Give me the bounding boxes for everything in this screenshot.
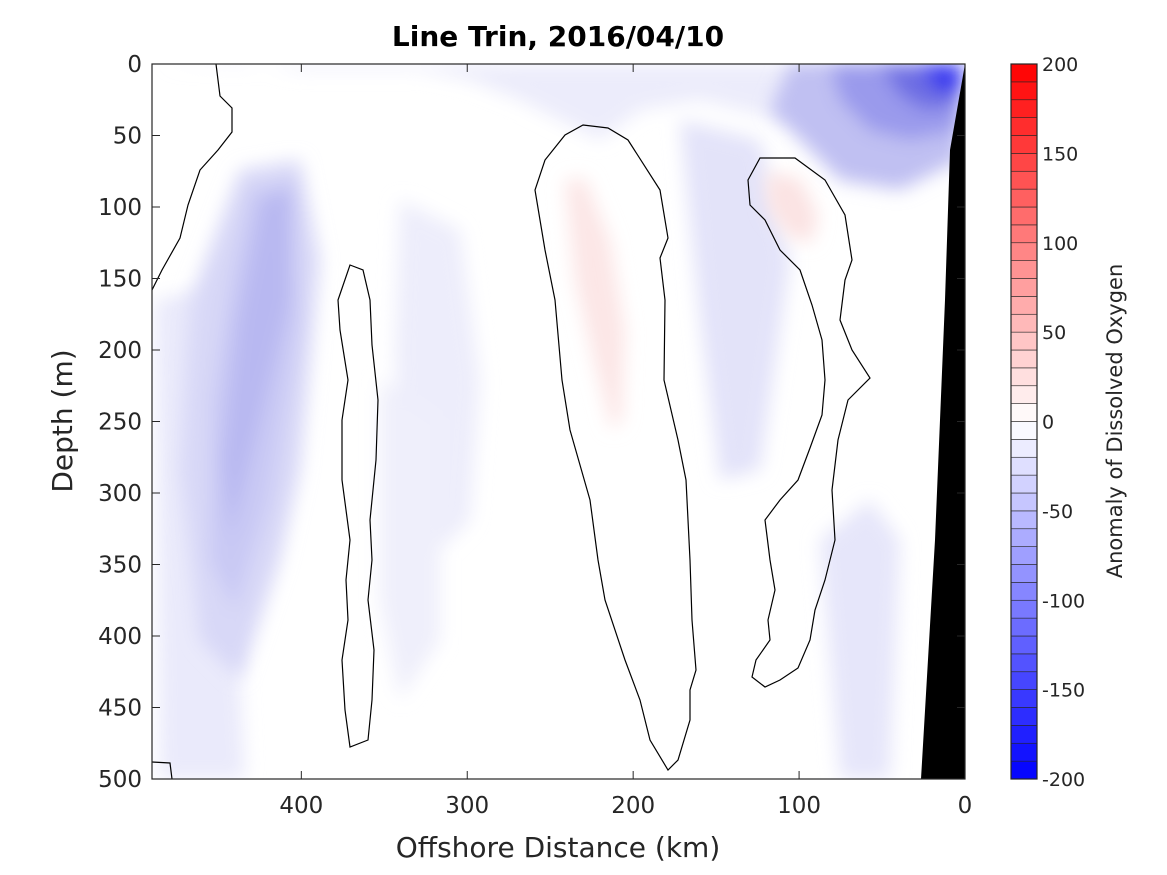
offshore-negative-core: [180, 160, 320, 680]
contour-line: [747, 157, 871, 688]
x-axis: 400 300 200 100 0: [279, 64, 972, 819]
y-tick-label: 0: [127, 52, 142, 78]
zero-contours: [152, 64, 871, 779]
plot-area: [151, 63, 966, 780]
colorbar-segment: [1010, 135, 1038, 154]
colorbar-segment: [1010, 599, 1038, 619]
colorbar-segment: [1010, 278, 1038, 297]
y-tick-label: 100: [98, 195, 142, 221]
colorbar-segment: [1010, 582, 1038, 601]
colorbar-segment: [1010, 421, 1038, 440]
colorbar-segment: [1010, 403, 1038, 422]
colorbar-segment: [1010, 653, 1038, 673]
colorbar-segment: [1010, 474, 1038, 494]
coastal-negative-core: [770, 64, 962, 190]
chart-title: Line Trin, 2016/04/10: [392, 20, 724, 53]
bathymetry-mask: [921, 64, 965, 779]
y-tick-label: 200: [98, 338, 142, 364]
y-tick-label: 350: [98, 553, 142, 579]
colorbar-tick-label: -100: [1042, 590, 1085, 612]
colorbar-segment: [1010, 671, 1038, 690]
x-tick-label: 200: [611, 793, 655, 819]
y-tick-label: 400: [98, 624, 142, 650]
colorbar-tick-label: 200: [1042, 54, 1078, 76]
colorbar-label: Anomaly of Dissolved Oxygen: [1103, 264, 1127, 579]
colorbar-segment: [1010, 725, 1038, 744]
colorbar-segment: [1010, 742, 1038, 762]
colorbar-segment: [1010, 546, 1038, 565]
y-tick-label: 500: [98, 767, 142, 793]
y-axis-label: Depth (m): [46, 349, 79, 492]
colorbar-tick-label: -50: [1042, 501, 1073, 523]
contour-line: [534, 124, 697, 771]
colorbar-segment: [1010, 564, 1038, 583]
x-axis-label: Offshore Distance (km): [396, 831, 721, 864]
colorbar-tick-label: 50: [1042, 322, 1066, 344]
contour-line: [152, 64, 233, 291]
colorbar-segment: [1010, 439, 1038, 458]
colorbar-segment: [1010, 81, 1038, 101]
colorbar-segment: [1010, 117, 1038, 136]
colorbar-segment: [1010, 331, 1038, 351]
colorbar-segment: [1010, 349, 1038, 369]
colorbar-segment: [1010, 242, 1038, 261]
colorbar-segment: [1010, 617, 1038, 637]
colorbar-segment: [1010, 385, 1038, 404]
colorbar-segment: [1010, 528, 1038, 547]
colorbar-frame: [1010, 63, 1038, 780]
colorbar-tick-label: 150: [1042, 143, 1078, 165]
colorbar-tick-label: -200: [1042, 769, 1085, 791]
y-tick-label: 150: [98, 267, 142, 293]
colorbar-segment: [1010, 99, 1038, 118]
colorbar-segment: [1010, 296, 1038, 315]
colorbar: 200 150 100 50 0 -50 -100 -150 -200: [1010, 54, 1085, 791]
x-tick-label: 100: [777, 793, 821, 819]
colorbar-segment: [1010, 260, 1038, 279]
y-tick-label: 300: [98, 481, 142, 507]
colorbar-segment: [1010, 170, 1038, 190]
y-tick-label: 250: [98, 410, 142, 436]
colorbar-tick-label: 0: [1042, 412, 1054, 434]
colorbar-segment: [1010, 63, 1038, 83]
colorbar-segment: [1010, 510, 1038, 530]
colorbar-segment: [1010, 313, 1038, 333]
x-tick-label: 0: [958, 793, 973, 819]
anomaly-field: [152, 64, 965, 779]
colorbar-segment: [1010, 224, 1038, 244]
colorbar-segment: [1010, 760, 1038, 780]
colorbar-segment: [1010, 153, 1038, 172]
colorbar-segment: [1010, 188, 1038, 208]
colorbar-segment: [1010, 367, 1038, 387]
colorbar-tick-label: -150: [1042, 680, 1085, 702]
y-tick-label: 450: [98, 696, 142, 722]
x-tick-label: 300: [445, 793, 489, 819]
x-tick-label: 400: [279, 793, 323, 819]
colorbar-segment: [1010, 456, 1038, 476]
contour-line: [337, 264, 379, 748]
y-axis: 0 50 100 150 200 250 300 350 400 450 500: [98, 52, 965, 793]
colorbar-segment: [1010, 707, 1038, 726]
colorbar-segment: [1010, 689, 1038, 708]
positive-anomaly: [565, 172, 818, 430]
colorbar-tick-label: 100: [1042, 233, 1078, 255]
y-tick-label: 50: [113, 124, 142, 150]
contour-line: [152, 761, 173, 779]
background-anomaly: [155, 64, 900, 779]
colorbar-segment: [1010, 206, 1038, 226]
colorbar-segment: [1010, 492, 1038, 512]
colorbar-segment: [1010, 635, 1038, 655]
